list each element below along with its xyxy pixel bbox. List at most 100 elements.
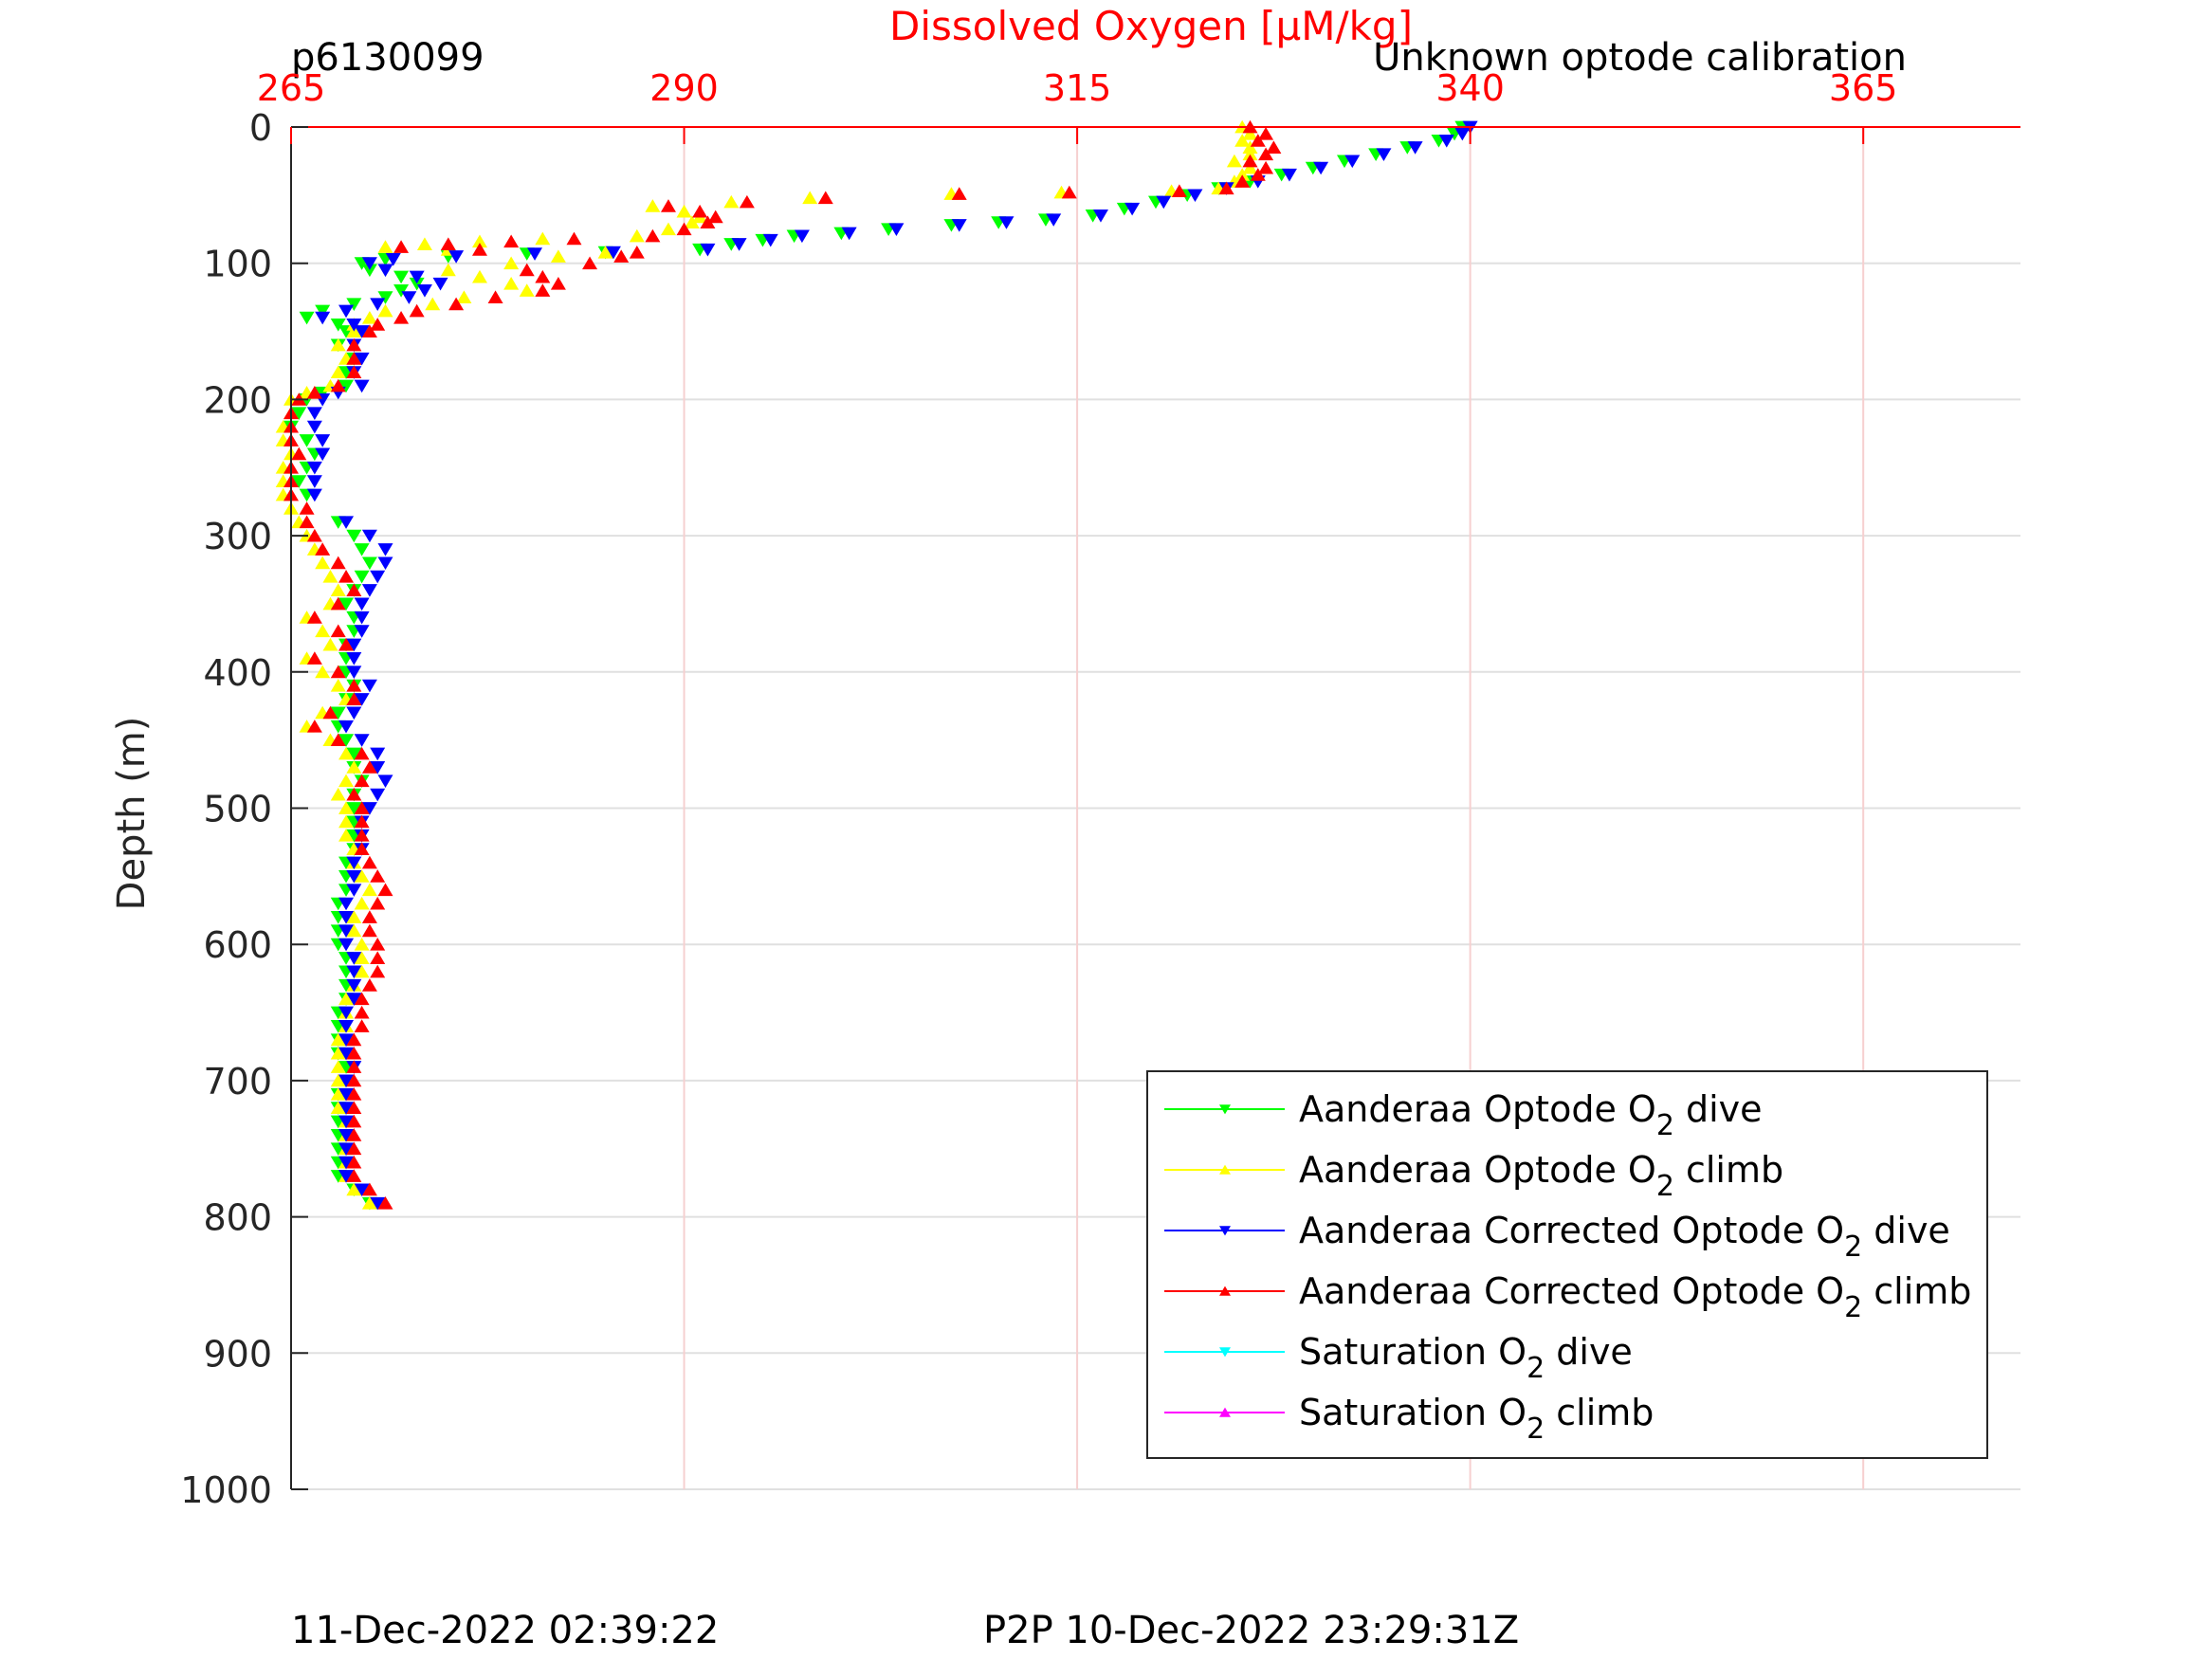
data-point <box>951 219 967 232</box>
data-point <box>354 379 370 393</box>
data-point <box>841 227 857 241</box>
data-point <box>629 246 645 259</box>
data-point <box>338 938 355 952</box>
data-point <box>1171 184 1187 197</box>
data-point <box>306 407 322 420</box>
data-point <box>731 238 747 251</box>
data-point <box>519 263 535 277</box>
data-point <box>330 787 346 801</box>
data-point <box>385 252 401 266</box>
data-point <box>338 801 355 814</box>
y-tick-label: 200 <box>203 379 272 421</box>
data-point <box>330 1073 346 1087</box>
x-tick-label: 315 <box>1043 67 1112 109</box>
data-point <box>330 365 346 379</box>
data-point <box>330 556 346 570</box>
data-point <box>700 243 716 257</box>
data-point <box>393 284 410 298</box>
data-point <box>354 543 370 556</box>
data-point <box>338 1047 355 1061</box>
data-point <box>330 1101 346 1115</box>
data-point <box>315 542 331 556</box>
data-point <box>527 247 543 261</box>
y-tick-label: 1000 <box>180 1469 272 1511</box>
data-point <box>346 706 362 720</box>
data-point <box>1242 147 1258 161</box>
data-point <box>315 447 331 462</box>
data-point <box>354 352 370 366</box>
data-point <box>393 310 410 324</box>
data-point <box>338 1087 355 1102</box>
data-point <box>306 651 322 665</box>
data-point <box>370 788 386 802</box>
data-point <box>361 679 377 693</box>
data-point <box>354 693 370 706</box>
y-tick-label: 800 <box>203 1197 272 1239</box>
data-point <box>338 992 355 1006</box>
data-point <box>1124 202 1141 216</box>
data-point <box>354 746 370 760</box>
data-point <box>1407 141 1423 155</box>
data-point <box>306 386 322 399</box>
data-point <box>346 298 362 312</box>
data-point <box>354 842 370 856</box>
data-point <box>377 240 393 253</box>
data-point <box>503 277 520 290</box>
data-point <box>1313 161 1329 175</box>
y-tick-label: 300 <box>203 516 272 557</box>
data-point <box>346 1141 362 1156</box>
data-point <box>330 733 346 747</box>
data-point <box>306 461 322 475</box>
data-point <box>338 304 355 319</box>
data-point <box>361 802 377 815</box>
data-point <box>550 277 566 290</box>
x-tick-label: 290 <box>649 67 719 109</box>
data-point <box>330 1060 346 1073</box>
data-point <box>354 774 370 788</box>
data-point <box>605 246 621 260</box>
data-point <box>315 624 331 638</box>
data-point <box>338 1006 355 1020</box>
x-tick-label: 365 <box>1829 67 1898 109</box>
data-point <box>503 256 520 270</box>
data-point <box>346 869 362 884</box>
data-point <box>346 923 362 938</box>
legend-marker <box>1219 1407 1231 1417</box>
data-point <box>370 318 386 331</box>
data-point <box>346 1169 362 1182</box>
data-point <box>346 652 362 665</box>
data-point <box>1234 174 1251 188</box>
data-point <box>346 978 362 993</box>
data-point <box>361 910 377 923</box>
data-point <box>802 191 818 205</box>
data-point <box>338 570 355 583</box>
legend-marker <box>1219 1226 1231 1236</box>
data-point <box>346 1114 362 1128</box>
data-point <box>370 938 386 951</box>
data-point <box>306 720 322 733</box>
data-point <box>338 897 355 911</box>
data-point <box>346 1155 362 1169</box>
data-point <box>346 1032 362 1047</box>
data-point <box>723 194 740 209</box>
data-point <box>471 234 487 248</box>
data-point <box>692 204 708 218</box>
data-point <box>346 1087 362 1101</box>
data-point <box>299 434 315 447</box>
legend-marker <box>1219 1164 1231 1175</box>
data-point <box>707 210 723 224</box>
data-point <box>676 222 692 236</box>
data-point <box>817 191 833 205</box>
data-point <box>338 911 355 924</box>
data-point <box>361 556 377 571</box>
data-point <box>998 216 1015 229</box>
data-point <box>346 1073 362 1087</box>
data-point <box>354 625 370 638</box>
data-point <box>888 223 905 236</box>
data-point <box>361 1196 377 1210</box>
data-point <box>370 298 386 312</box>
data-point <box>1242 126 1258 140</box>
data-point <box>354 734 370 747</box>
data-point <box>315 304 331 319</box>
data-point <box>370 869 386 883</box>
